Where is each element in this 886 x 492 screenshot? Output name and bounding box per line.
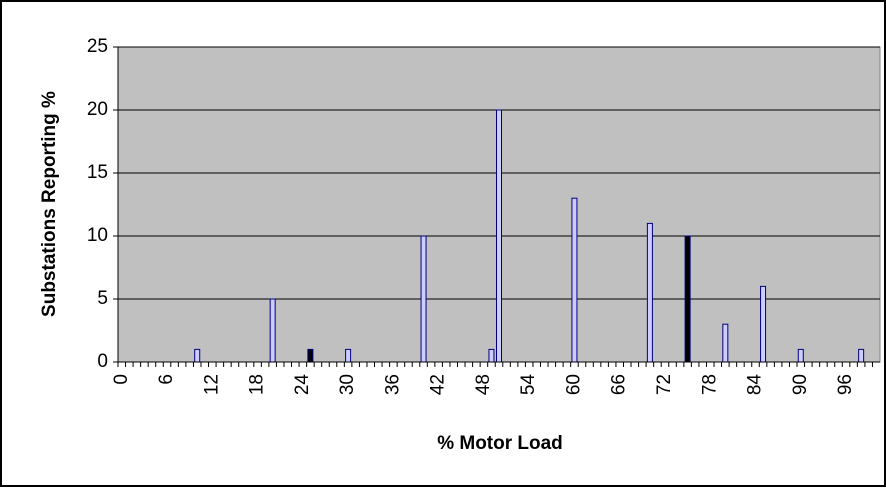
bar xyxy=(858,348,865,363)
x-tick-label: 54 xyxy=(518,374,539,396)
x-tick-label: 30 xyxy=(337,374,358,395)
y-tick-label: 25 xyxy=(87,36,108,57)
bar xyxy=(488,348,495,363)
bar xyxy=(646,222,653,363)
y-tick-label: 0 xyxy=(97,351,108,372)
bar xyxy=(797,348,804,363)
bar xyxy=(496,109,502,363)
x-tick-label: 66 xyxy=(609,374,630,395)
x-tick-label: 78 xyxy=(699,374,720,395)
x-tick-label: 36 xyxy=(382,374,403,395)
y-tick-label: 20 xyxy=(87,99,108,120)
x-axis-label: % Motor Load xyxy=(437,433,563,454)
x-tick-label: 18 xyxy=(247,374,268,395)
x-tick-label: 24 xyxy=(292,374,313,396)
x-tick-label: 96 xyxy=(835,374,856,395)
bar xyxy=(760,285,767,363)
bar xyxy=(194,348,201,363)
bar xyxy=(722,323,729,363)
x-tick-label: 12 xyxy=(201,374,222,395)
bar xyxy=(684,235,691,363)
y-tick-label: 10 xyxy=(87,225,108,246)
bar xyxy=(571,197,578,363)
x-tick-label: 84 xyxy=(745,374,766,396)
x-tick-label: 72 xyxy=(654,374,675,395)
x-tick-label: 0 xyxy=(111,374,132,385)
y-tick-label: 5 xyxy=(97,288,108,309)
bar xyxy=(269,298,276,363)
y-tick-label: 15 xyxy=(87,162,108,183)
x-tick-label: 48 xyxy=(473,374,494,395)
bar xyxy=(345,348,352,363)
bar xyxy=(420,235,427,363)
bar xyxy=(307,348,314,363)
y-axis-label: Substations Reporting % xyxy=(39,91,60,317)
x-tick-label: 42 xyxy=(428,374,449,395)
x-tick-label: 90 xyxy=(790,374,811,395)
x-tick-label: 6 xyxy=(156,374,177,385)
x-tick-label: 60 xyxy=(563,374,584,395)
